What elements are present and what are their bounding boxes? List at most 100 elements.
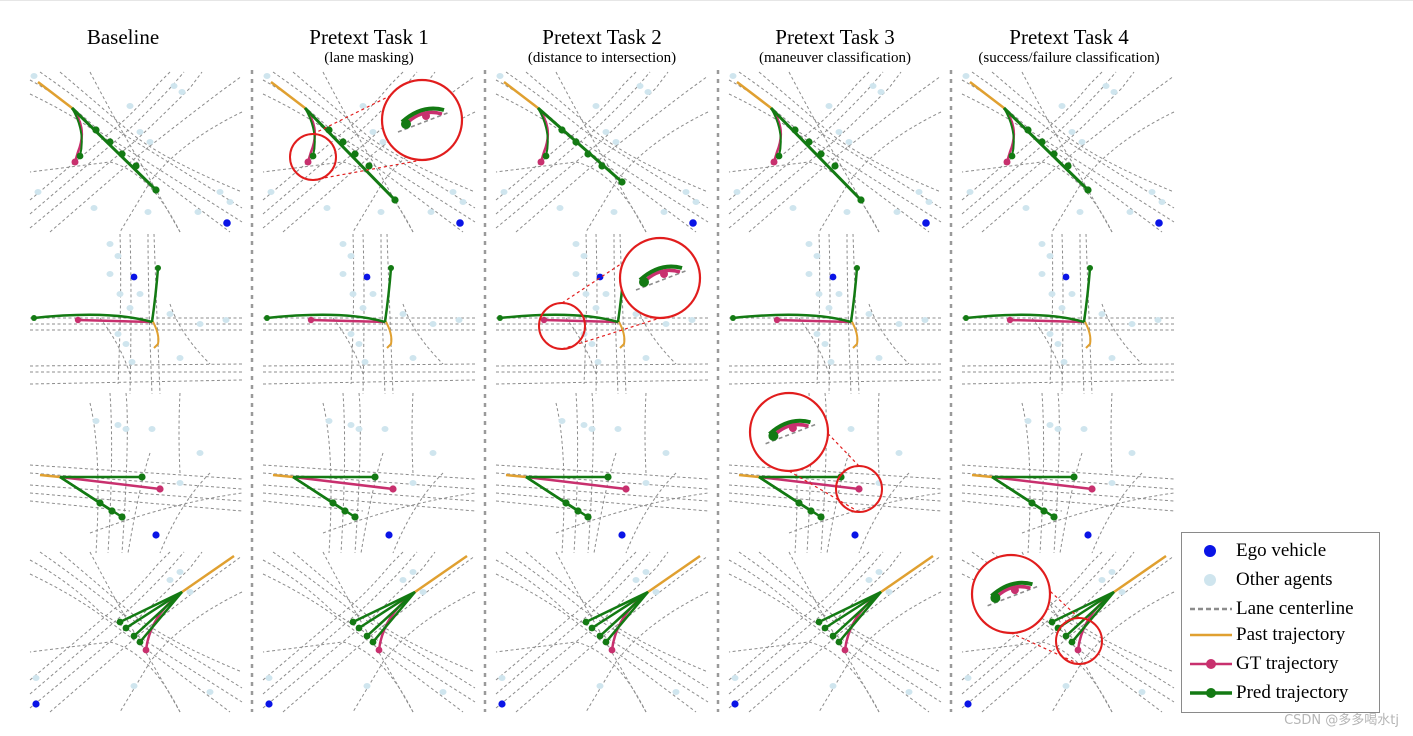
pred-point — [584, 150, 592, 158]
agent-dot — [588, 426, 596, 432]
pred-trajectory — [70, 106, 158, 192]
gt-endpoint — [375, 646, 383, 654]
lane-centerline — [495, 484, 709, 502]
pred-point — [574, 507, 582, 515]
agent-dot — [825, 305, 833, 311]
pred-point — [497, 315, 503, 321]
pred-point — [582, 618, 590, 626]
agent-dot — [921, 317, 929, 323]
agent-dot — [572, 271, 580, 277]
pred-trajectory — [832, 591, 882, 637]
agent-dot — [692, 199, 700, 205]
gt-endpoint — [537, 158, 545, 166]
pred-point — [639, 277, 649, 287]
gt-trajectory — [758, 475, 860, 491]
lane-centerline — [971, 71, 1175, 209]
legend-label: GT trajectory — [1236, 653, 1339, 674]
top-divider — [0, 0, 1413, 1]
gt-endpoint — [71, 158, 79, 166]
agent-dot — [845, 139, 853, 145]
agent-dot — [178, 89, 186, 95]
agent-dot — [222, 317, 230, 323]
agent-dot — [877, 89, 885, 95]
lane-centerline — [29, 363, 243, 367]
lane-centerline — [971, 551, 1175, 689]
lane-centerline — [961, 573, 1163, 713]
pred-trajectory — [1003, 107, 1015, 157]
lane-centerline — [386, 233, 394, 395]
pred-point — [1028, 499, 1036, 507]
pred-trajectory — [119, 590, 183, 624]
pred-point — [817, 513, 825, 521]
agent-dot — [688, 317, 696, 323]
lane-centerline — [1051, 111, 1175, 233]
lane-centerline — [121, 392, 128, 554]
agent-dot — [1046, 253, 1054, 259]
agent-dot — [267, 189, 275, 195]
lane-centerline — [117, 233, 122, 385]
pred-trajectory — [991, 475, 1033, 505]
gt-trajectory — [77, 318, 153, 324]
pred-point — [1048, 618, 1056, 626]
lane-centerline — [1085, 233, 1093, 395]
ego-dot — [456, 219, 464, 227]
lane-centerline — [29, 641, 181, 713]
agent-dot — [642, 569, 650, 575]
lane-centerline — [495, 551, 651, 695]
agent-dot — [166, 311, 174, 317]
lane-centerline — [262, 484, 476, 502]
agent-dot — [1038, 241, 1046, 247]
lane-centerline — [587, 392, 594, 554]
pred-trajectory — [71, 107, 83, 157]
ego-dot — [1062, 273, 1070, 281]
lane-centerline — [961, 472, 1175, 490]
agent-dot — [263, 73, 271, 79]
agent-dot — [186, 589, 194, 595]
pred-point — [1064, 162, 1072, 170]
pred-trajectory — [1002, 106, 1090, 192]
gt-endpoint — [156, 485, 164, 493]
lane-centerline — [495, 71, 669, 229]
pred-point — [155, 265, 161, 271]
past-trajectory — [270, 81, 306, 109]
zoom-connector — [1010, 632, 1080, 665]
agent-dot — [369, 291, 377, 297]
lane-centerline — [515, 555, 709, 713]
gt-endpoint — [788, 424, 797, 433]
agent-dot — [1102, 83, 1110, 89]
gt-endpoint — [622, 485, 630, 493]
agent-dot — [729, 73, 737, 79]
agent-dot — [813, 253, 821, 259]
panel — [262, 392, 476, 554]
ego-dot — [265, 700, 273, 708]
agent-dot — [122, 426, 130, 432]
pred-trajectory — [732, 313, 852, 324]
agent-dot — [449, 189, 457, 195]
pred-trajectory — [125, 590, 183, 630]
lane-centerline — [49, 555, 243, 713]
pred-point — [31, 315, 37, 321]
ego-dot — [851, 531, 859, 539]
lane-centerline — [1061, 233, 1064, 395]
pred-trajectory — [818, 590, 882, 624]
pred-point — [1084, 186, 1092, 194]
agent-dot — [612, 139, 620, 145]
legend: Ego vehicle Other agents Lane centerline… — [1181, 532, 1380, 713]
lane-centerline — [846, 233, 852, 395]
lane-centerline — [262, 93, 464, 233]
lane-centerline — [573, 392, 579, 554]
lane-centerline — [354, 392, 361, 554]
lane-centerline — [728, 484, 942, 502]
agent-dot — [30, 73, 38, 79]
agent-dot — [875, 569, 883, 575]
lane-centerline — [127, 452, 151, 554]
agent-dot — [652, 589, 660, 595]
agent-dot — [815, 291, 823, 297]
ego-dot — [731, 700, 739, 708]
lane-centerline — [728, 472, 942, 490]
gt-endpoint — [422, 112, 430, 120]
agent-dot — [1126, 209, 1134, 215]
gt-endpoint — [540, 316, 548, 324]
agent-dot — [363, 683, 371, 689]
zoom-magnified-circle — [748, 391, 830, 473]
